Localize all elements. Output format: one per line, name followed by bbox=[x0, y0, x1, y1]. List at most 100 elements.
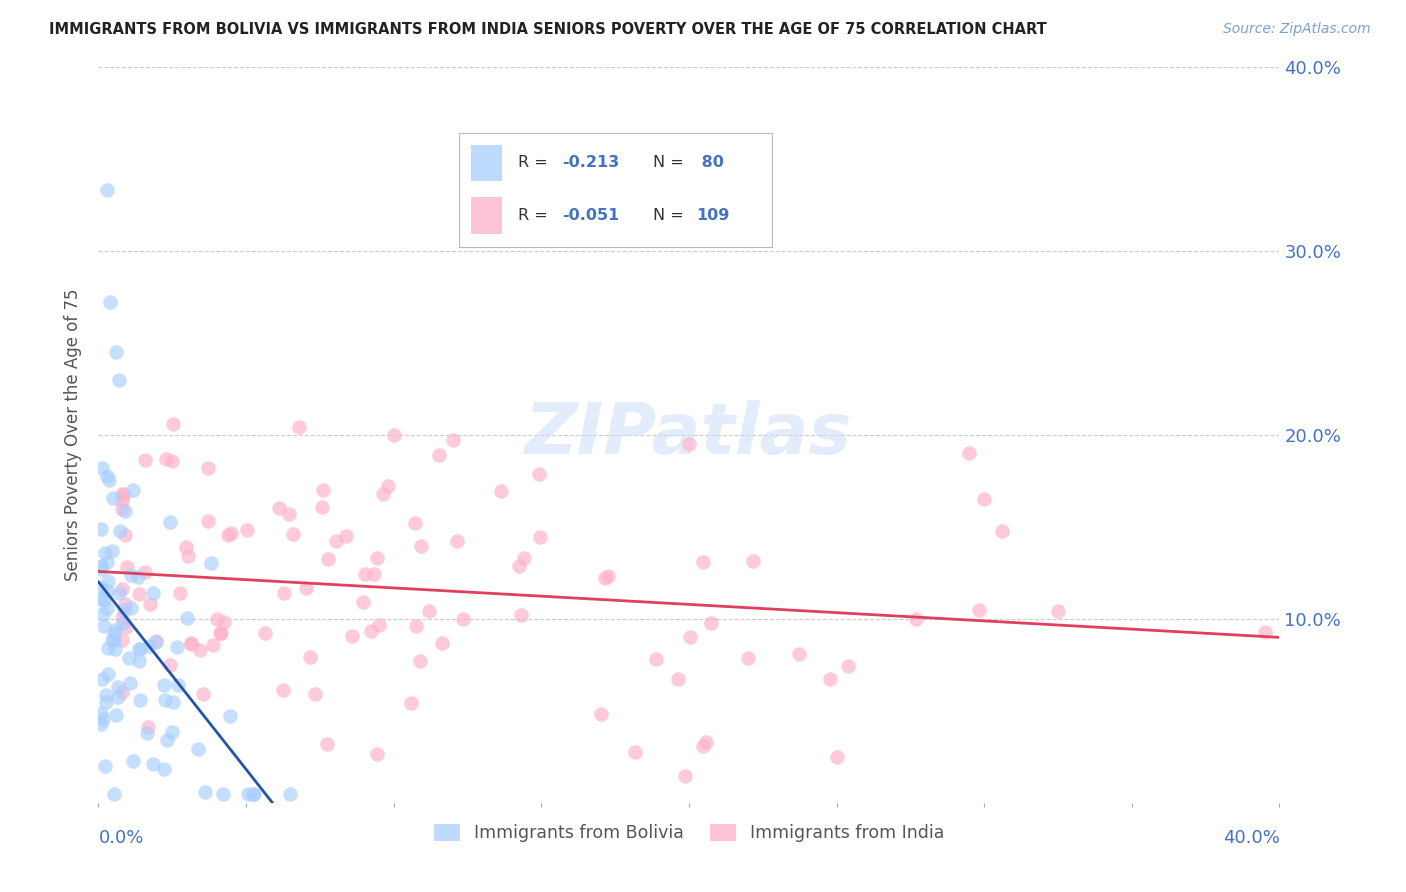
Point bbox=[280, 787, 302, 801]
Point bbox=[288, 420, 311, 434]
Point bbox=[96, 601, 118, 615]
Point bbox=[103, 787, 125, 801]
Point bbox=[114, 528, 136, 542]
Point bbox=[1254, 624, 1277, 639]
Point bbox=[90, 461, 112, 475]
Point bbox=[134, 452, 156, 467]
Point bbox=[529, 530, 551, 544]
Point bbox=[128, 642, 150, 657]
Point bbox=[134, 565, 156, 579]
Point bbox=[128, 692, 150, 706]
Point bbox=[111, 685, 134, 699]
Point bbox=[155, 733, 177, 747]
Point bbox=[242, 787, 264, 801]
Point bbox=[120, 567, 142, 582]
Point bbox=[90, 581, 112, 595]
Point bbox=[122, 483, 145, 497]
Point bbox=[219, 525, 242, 540]
Point bbox=[111, 582, 134, 596]
Point bbox=[277, 507, 299, 521]
Legend: Immigrants from Bolivia, Immigrants from India: Immigrants from Bolivia, Immigrants from… bbox=[427, 817, 950, 849]
Point bbox=[111, 502, 134, 516]
Point bbox=[93, 619, 115, 633]
Point bbox=[679, 631, 702, 645]
Point bbox=[527, 467, 550, 482]
Point bbox=[742, 553, 765, 567]
Point bbox=[135, 725, 157, 739]
Point bbox=[101, 491, 124, 505]
Point bbox=[316, 552, 339, 566]
Point bbox=[110, 524, 132, 538]
Y-axis label: Seniors Poverty Over the Age of 75: Seniors Poverty Over the Age of 75 bbox=[65, 289, 83, 581]
Point bbox=[94, 688, 117, 702]
Point bbox=[316, 737, 339, 751]
Point bbox=[991, 524, 1014, 539]
Point bbox=[666, 672, 689, 686]
Point bbox=[382, 427, 405, 442]
Point bbox=[446, 534, 468, 549]
Point bbox=[787, 647, 810, 661]
Point bbox=[373, 486, 395, 500]
Point bbox=[304, 687, 326, 701]
Point bbox=[98, 295, 121, 310]
Point bbox=[311, 500, 333, 514]
Point bbox=[160, 725, 183, 739]
Point bbox=[209, 626, 232, 640]
Point bbox=[737, 651, 759, 665]
Point bbox=[174, 540, 197, 554]
Point bbox=[1047, 604, 1070, 618]
Point bbox=[673, 769, 696, 783]
Point bbox=[197, 461, 219, 475]
Point bbox=[217, 528, 239, 542]
Point bbox=[114, 620, 136, 634]
Point bbox=[91, 713, 114, 727]
Point bbox=[114, 504, 136, 518]
Point bbox=[114, 597, 136, 611]
Point bbox=[166, 677, 188, 691]
Point bbox=[136, 720, 159, 734]
Point bbox=[166, 640, 188, 655]
Point bbox=[312, 483, 335, 497]
Point bbox=[187, 741, 209, 756]
Point bbox=[142, 756, 165, 771]
Point bbox=[377, 479, 399, 493]
Point bbox=[90, 558, 112, 573]
Point bbox=[97, 574, 120, 589]
Point bbox=[700, 615, 723, 630]
Point bbox=[188, 643, 211, 657]
Point bbox=[191, 687, 214, 701]
Point bbox=[105, 345, 128, 359]
Point bbox=[107, 680, 129, 694]
Point bbox=[513, 550, 536, 565]
Point bbox=[91, 607, 114, 621]
Point bbox=[112, 602, 135, 616]
Point bbox=[205, 612, 228, 626]
Point bbox=[94, 759, 117, 773]
Point bbox=[111, 487, 134, 501]
Point bbox=[96, 555, 118, 569]
Point bbox=[104, 624, 127, 638]
Point bbox=[103, 626, 125, 640]
Point bbox=[623, 745, 645, 759]
Point bbox=[90, 522, 112, 536]
Point bbox=[825, 749, 848, 764]
Point bbox=[236, 787, 259, 801]
Point bbox=[111, 610, 134, 624]
Point bbox=[127, 570, 149, 584]
Point bbox=[160, 454, 183, 468]
Text: IMMIGRANTS FROM BOLIVIA VS IMMIGRANTS FROM INDIA SENIORS POVERTY OVER THE AGE OF: IMMIGRANTS FROM BOLIVIA VS IMMIGRANTS FR… bbox=[49, 22, 1047, 37]
Point bbox=[596, 568, 619, 582]
Point bbox=[104, 708, 127, 723]
Point bbox=[112, 615, 135, 630]
Point bbox=[120, 675, 142, 690]
Point bbox=[100, 633, 122, 648]
Point bbox=[162, 695, 184, 709]
Point bbox=[236, 524, 259, 538]
Point bbox=[145, 635, 167, 649]
Point bbox=[692, 555, 714, 569]
Point bbox=[159, 658, 181, 673]
Point bbox=[366, 550, 388, 565]
Point bbox=[98, 474, 121, 488]
Point bbox=[138, 639, 160, 653]
Point bbox=[267, 500, 290, 515]
